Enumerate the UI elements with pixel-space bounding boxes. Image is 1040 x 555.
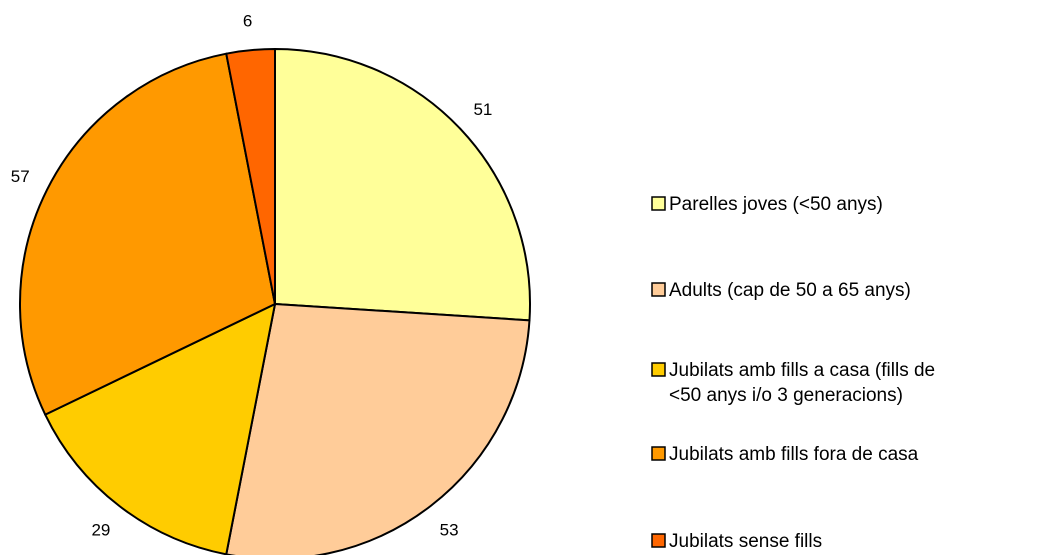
legend-swatch (651, 282, 666, 297)
legend-item: Jubilats amb fills a casa (fills de <50 a… (651, 360, 935, 406)
legend-item: Jubilats amb fills fora de casa (651, 444, 919, 465)
legend-label: Jubilats amb fills fora de casa (669, 444, 919, 465)
slice-value-label: 51 (473, 100, 492, 119)
legend-label: Jubilats sense fills (669, 531, 822, 552)
legend-swatch (651, 196, 666, 211)
pie-slice (274, 48, 531, 322)
legend-swatch (651, 446, 666, 461)
legend-label: Jubilats amb fills a casa (fills de (669, 360, 935, 381)
legend: Parelles joves (<50 anys) Adults (cap de … (651, 194, 935, 552)
pie-slice (225, 48, 276, 305)
slice-value-label: 57 (11, 167, 30, 186)
legend-item: Parelles joves (<50 anys) (651, 194, 883, 215)
pie-slice (44, 303, 276, 555)
pie-slice (19, 52, 276, 416)
legend-item: Jubilats sense fills (651, 531, 822, 552)
pie-slices (19, 48, 531, 555)
legend-swatch (651, 362, 666, 377)
legend-item: Adults (cap de 50 a 65 anys) (651, 280, 911, 301)
data-labels: 51 53 29 57 6 (11, 11, 493, 539)
pie-slice (225, 303, 531, 555)
legend-label: <50 anys i/o 3 generacions) (669, 385, 903, 406)
legend-label: Parelles joves (<50 anys) (669, 194, 883, 215)
slice-value-label: 29 (91, 521, 110, 540)
slice-value-label: 53 (440, 521, 459, 540)
legend-label: Adults (cap de 50 a 65 anys) (669, 280, 911, 301)
slice-value-label: 6 (243, 11, 252, 30)
legend-swatch (651, 533, 666, 548)
